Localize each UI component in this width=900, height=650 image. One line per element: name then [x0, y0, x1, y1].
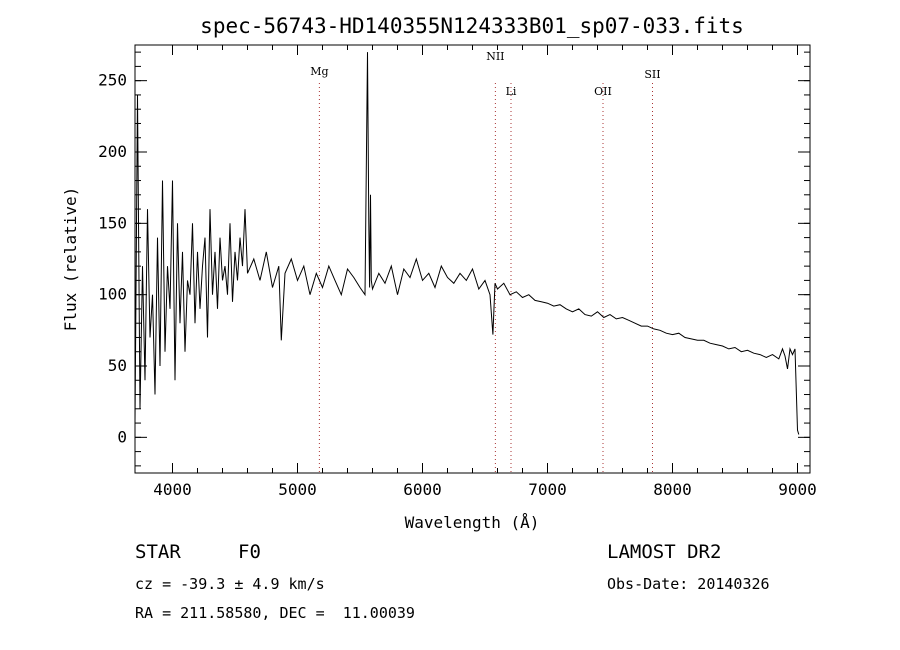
spectral-line-label-oii: OII	[594, 85, 612, 98]
y-tick-label: 250	[98, 71, 127, 90]
object-class: STAR	[135, 541, 181, 563]
spectral-line-label-sii: SII	[644, 68, 660, 81]
plot-frame	[134, 44, 811, 474]
spectrum-chart: spec-56743-HD140355N124333B01_sp07-033.f…	[61, 14, 817, 532]
x-axis-label: Wavelength (Å)	[405, 513, 540, 532]
spectral-line-label-nii: NII	[486, 50, 504, 63]
survey-name: LAMOST DR2	[607, 541, 722, 563]
spectrum-series-line	[135, 52, 800, 435]
spectral-line-label-mg: Mg	[310, 65, 328, 78]
x-tick-label: 9000	[778, 480, 817, 499]
series-layer	[135, 52, 800, 435]
x-tick-label: 4000	[153, 480, 192, 499]
y-tick-label: 0	[117, 427, 127, 446]
x-tick-label: 5000	[278, 480, 317, 499]
observation-date: Obs-Date: 20140326	[607, 575, 770, 593]
y-tick-label: 200	[98, 142, 127, 161]
object-subclass: F0	[238, 541, 261, 563]
chart-title: spec-56743-HD140355N124333B01_sp07-033.f…	[200, 14, 744, 38]
spectral-line-markers: Mg NII Li OII SII	[310, 50, 661, 473]
x-tick-label: 7000	[528, 480, 567, 499]
y-tick-label: 50	[108, 356, 127, 375]
x-tick-label: 8000	[653, 480, 692, 499]
sky-coordinates: RA = 211.58580, DEC = 11.00039	[135, 604, 415, 622]
redshift-velocity: cz = -39.3 ± 4.9 km/s	[135, 575, 325, 593]
spectral-line-label-li: Li	[506, 85, 517, 98]
x-tick-label: 6000	[403, 480, 442, 499]
y-tick-label: 150	[98, 213, 127, 232]
axis-ticks: 4000 5000 6000 7000 8000 9000 0 50 100 150 200 250	[98, 45, 817, 499]
y-axis-label: Flux (relative)	[61, 187, 80, 332]
y-tick-label: 100	[98, 285, 127, 304]
